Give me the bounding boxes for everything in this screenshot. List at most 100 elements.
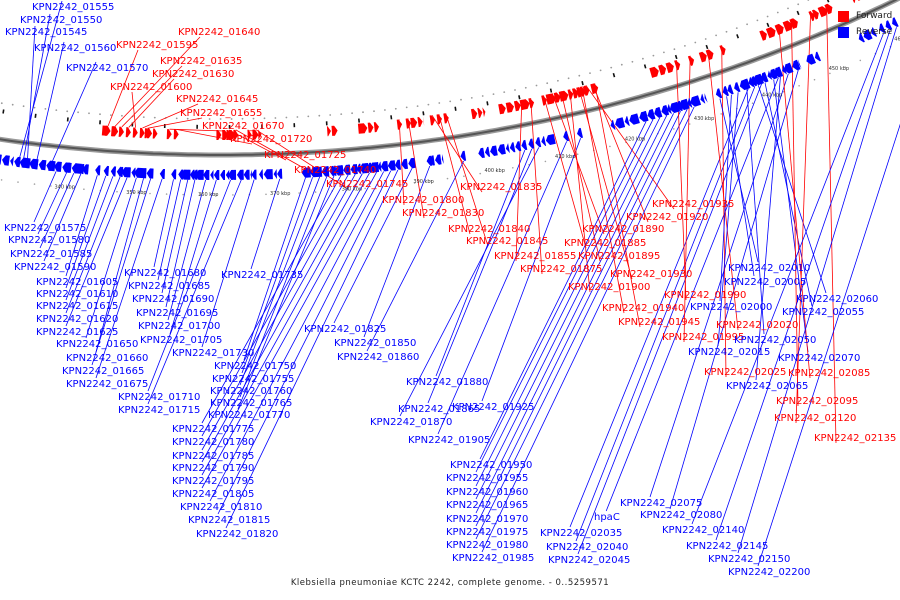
track-dot <box>149 192 151 195</box>
gene-label: KPN2242_01710 <box>118 392 200 403</box>
leader-line <box>479 121 647 460</box>
tick-mark <box>454 106 457 111</box>
leader-line <box>398 119 405 206</box>
forward-feature <box>541 95 547 106</box>
leader-line <box>161 179 189 294</box>
gene-label: KPN2242_01575 <box>4 223 86 234</box>
gene-label: KPN2242_01905 <box>408 435 490 446</box>
leader-line <box>560 91 601 262</box>
forward-feature <box>808 11 815 22</box>
leader-line <box>569 88 749 528</box>
gene-label: KPN2242_01585 <box>10 249 92 260</box>
forward-feature <box>166 129 172 140</box>
leader-line <box>91 178 152 366</box>
gene-label: KPN2242_01615 <box>36 301 118 312</box>
track-dot <box>735 27 738 29</box>
track-dot <box>413 182 416 184</box>
reverse-feature <box>786 62 794 73</box>
forward-feature <box>406 118 410 129</box>
reverse-feature <box>10 156 14 167</box>
gene-label: KPN2242_01885 <box>564 238 646 249</box>
leader-line <box>717 92 739 347</box>
leader-line <box>228 129 287 161</box>
gene-label: KPN2242_02045 <box>548 555 630 566</box>
leader-line <box>167 179 206 321</box>
track-dot <box>449 100 452 103</box>
forward-feature <box>560 90 569 102</box>
track-dot <box>99 113 101 116</box>
leader-line <box>431 114 483 193</box>
track-dot <box>514 89 516 91</box>
leader-line <box>121 65 183 128</box>
reverse-feature <box>369 162 378 173</box>
gene-label: KPN2242_01665 <box>62 366 144 377</box>
forward-feature <box>146 128 153 139</box>
reverse-feature <box>679 99 688 111</box>
gene-label: KPN2242_01780 <box>172 437 254 448</box>
reverse-swatch <box>838 26 849 38</box>
forward-feature <box>410 117 418 128</box>
reverse-feature <box>136 167 146 179</box>
reverse-feature <box>577 127 583 138</box>
forward-feature <box>139 127 145 138</box>
reverse-feature <box>727 84 734 95</box>
scale-label: 460 kbp <box>894 37 900 43</box>
track-dot <box>121 114 123 117</box>
reverse-feature <box>2 155 10 166</box>
track-dot <box>50 185 52 187</box>
gene-label: KPN2242_01590 <box>14 262 96 273</box>
reverse-feature <box>381 161 389 172</box>
track-dot <box>751 102 754 104</box>
forward-feature <box>326 126 331 137</box>
track-dot <box>405 106 408 109</box>
reverse-feature <box>722 86 729 97</box>
leader-line <box>65 176 114 301</box>
tick-mark <box>486 101 489 106</box>
leader-line <box>26 25 36 169</box>
gene-label: KPN2242_02120 <box>774 413 856 424</box>
outer-dot-track <box>0 0 810 120</box>
forward-feature <box>774 23 784 35</box>
tick-mark <box>796 10 800 16</box>
reverse-feature <box>647 109 655 120</box>
gene-label: KPN2242_01820 <box>196 529 278 540</box>
forward-feature <box>568 89 573 100</box>
gene-label: KPN2242_01560 <box>34 43 116 54</box>
track-dot <box>116 190 118 193</box>
track-dot <box>829 72 831 75</box>
gene-label: KPN2242_01935 <box>652 199 734 210</box>
leader-line <box>757 85 827 294</box>
leader-line <box>435 150 526 377</box>
leader-line <box>773 79 809 353</box>
track-dot <box>673 128 675 130</box>
track-dot <box>241 117 244 120</box>
leader-line <box>715 30 891 541</box>
leader-line <box>719 94 732 302</box>
reverse-feature <box>377 161 382 172</box>
gene-label: KPN2242_02150 <box>708 554 790 565</box>
track-dot <box>798 85 800 87</box>
reverse-feature <box>220 170 225 180</box>
tick-mark <box>705 44 709 50</box>
tick-mark <box>549 88 553 93</box>
track-dot <box>88 112 90 115</box>
gene-label: KPN2242_01725 <box>264 150 346 161</box>
track-dot <box>364 187 367 190</box>
track-dot <box>844 66 846 68</box>
forward-feature <box>417 117 423 128</box>
gene-label: KPN2242_01735 <box>221 270 303 281</box>
reverse-feature <box>490 145 498 156</box>
forward-feature <box>228 130 235 140</box>
track-dot <box>165 193 168 195</box>
gene-label: KPN2242_01980 <box>446 540 528 551</box>
track-dot <box>704 38 707 40</box>
reverse-feature <box>263 169 273 180</box>
reverse-feature <box>331 165 337 176</box>
forward-feature <box>258 129 262 140</box>
track-dot <box>609 145 611 148</box>
reverse-feature <box>204 170 210 180</box>
track-dot <box>329 114 332 116</box>
reverse-feature <box>356 163 362 174</box>
reverse-feature <box>273 169 277 179</box>
leader-line <box>153 179 174 268</box>
